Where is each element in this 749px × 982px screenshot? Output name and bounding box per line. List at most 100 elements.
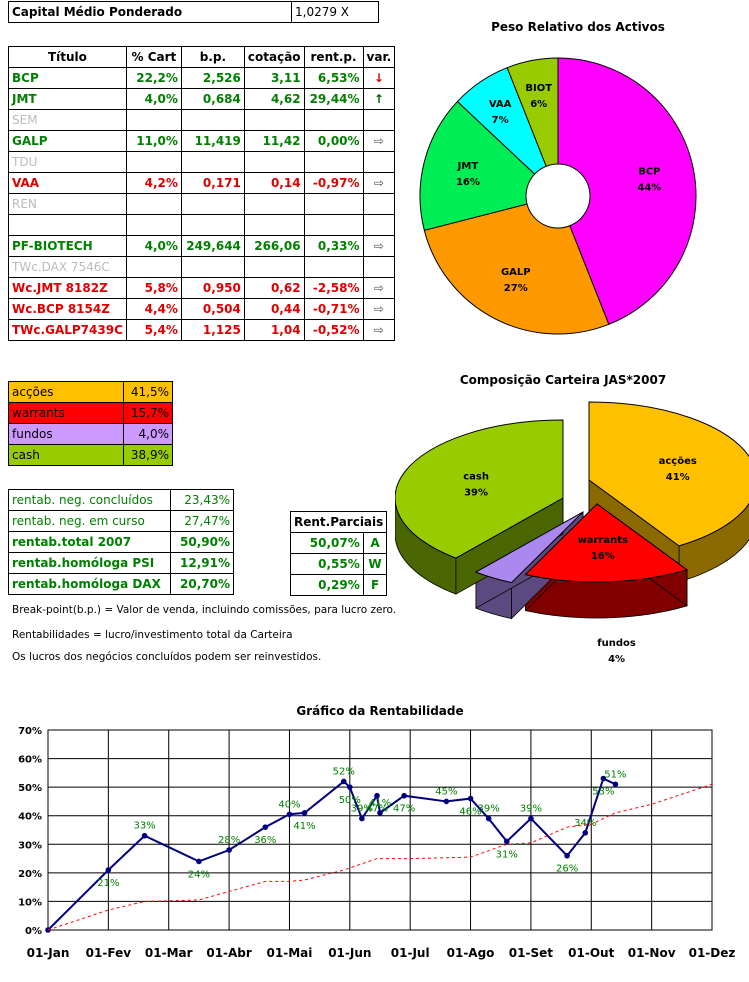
data-label: 53% xyxy=(592,787,614,798)
holdings-row: PF-BIOTECH 4,0% 249,644 266,06 0,33% ⇨ xyxy=(8,235,396,257)
data-label: 41% xyxy=(293,821,315,832)
x-tick-label: 01-Abr xyxy=(206,946,252,960)
holdings-header-cell: b.p. xyxy=(180,46,245,68)
donut-slice xyxy=(506,57,559,167)
holding-title: JMT xyxy=(8,88,127,110)
note-lucros: Os lucros dos negócios concluídos podem … xyxy=(12,651,322,663)
holdings-row: SEM xyxy=(8,109,396,131)
data-point xyxy=(262,824,269,830)
holding-cart xyxy=(125,151,182,173)
data-label: 26% xyxy=(556,864,578,875)
parciais-value: 0,55% xyxy=(290,553,364,575)
holding-cot xyxy=(243,109,305,131)
donut-slice xyxy=(557,57,697,325)
data-point xyxy=(485,815,492,822)
data-label: 39% xyxy=(520,804,542,815)
pie3d-slice xyxy=(395,419,564,559)
composition-table: acções 41,5% warrants 15,7% fundos 4,0% cash 38… xyxy=(8,381,173,466)
holding-cart xyxy=(125,193,182,215)
arrow-right-icon: ⇨ xyxy=(362,319,396,341)
holding-title: Wc.BCP 8154Z xyxy=(8,298,127,320)
holding-rent xyxy=(303,151,364,173)
holdings-header-cell: % Cart xyxy=(125,46,182,68)
composition-row: cash 38,9% xyxy=(8,444,173,466)
parciais-row: 0,29% F xyxy=(290,574,388,596)
holding-cot xyxy=(243,214,305,236)
rentab-label: rentab.homóloga PSI xyxy=(8,552,171,574)
holding-var-icon xyxy=(362,214,396,236)
holding-title: BCP xyxy=(8,67,127,89)
rentab-value: 50,90% xyxy=(170,531,234,553)
holding-cot: 0,62 xyxy=(243,277,305,299)
x-tick-label: 01-Mai xyxy=(267,946,313,960)
rentab-label: rentab.homóloga DAX xyxy=(8,573,171,595)
rentab-label: rentab.total 2007 xyxy=(8,531,171,553)
data-point xyxy=(582,830,589,836)
holding-bp: 11,419 xyxy=(180,130,245,152)
y-tick-label: 30% xyxy=(18,840,42,851)
pie3d-value-label: 16% xyxy=(591,551,615,562)
holdings-row: GALP 11,0% 11,419 11,42 0,00% ⇨ xyxy=(8,130,396,152)
data-point xyxy=(141,832,148,839)
holding-cot: 0,44 xyxy=(243,298,305,320)
holding-bp: 0,684 xyxy=(180,88,245,110)
parciais-tag: A xyxy=(362,532,388,554)
holding-rent: 29,44% xyxy=(303,88,364,110)
composition-label: warrants xyxy=(8,402,124,424)
chart-title: Gráfico da Rentabilidade xyxy=(296,704,463,718)
holding-cart: 4,0% xyxy=(125,235,182,257)
data-point xyxy=(503,838,510,845)
holdings-header-cell: rent.p. xyxy=(303,46,364,68)
x-tick-label: 01-Mar xyxy=(145,946,193,960)
holding-var-icon xyxy=(362,256,396,278)
composition-value: 15,7% xyxy=(123,402,173,424)
donut-value-label: 16% xyxy=(456,177,480,188)
pie3d-value-label: 4% xyxy=(608,654,625,665)
pie3d-label: cash xyxy=(463,471,489,482)
x-tick-label: 01-Jan xyxy=(27,946,70,960)
composition-label: acções xyxy=(8,381,124,403)
donut-slice xyxy=(423,203,610,335)
holding-rent: -0,71% xyxy=(303,298,364,320)
holding-cot: 4,62 xyxy=(243,88,305,110)
x-tick-label: 01-Set xyxy=(509,946,553,960)
holding-cart xyxy=(125,214,182,236)
holding-title: TWc.DAX 7546C xyxy=(8,256,127,278)
note-rentabilidades: Rentabilidades = lucro/investimento tota… xyxy=(12,629,293,641)
holdings-row: JMT 4,0% 0,684 4,62 29,44% ↑ xyxy=(8,88,396,110)
holdings-table: Título% Cart b.p. cotação rent.p. var. BCP 22… xyxy=(8,46,396,341)
holding-title: GALP xyxy=(8,130,127,152)
donut-label: BCP xyxy=(638,167,660,178)
arrow-right-icon: ⇨ xyxy=(362,277,396,299)
holding-cot xyxy=(243,256,305,278)
composicao-carteira-chart: Composição Carteira JAS*2007 acções 41% war… xyxy=(395,373,749,665)
holding-title xyxy=(8,214,127,236)
parciais-header-row: Rent.Parciais xyxy=(289,511,388,533)
data-point xyxy=(340,778,347,785)
x-tick-label: 01-Jun xyxy=(328,946,371,960)
data-label: 45% xyxy=(435,786,457,797)
holding-var-icon xyxy=(362,193,396,215)
data-label: 34% xyxy=(574,818,596,829)
x-tick-label: 01-Dez xyxy=(689,946,736,960)
rentab-row: rentab.homóloga PSI 12,91% xyxy=(8,552,234,574)
holding-cart: 4,4% xyxy=(125,298,182,320)
data-label: 47% xyxy=(366,804,388,815)
data-label: 40% xyxy=(278,799,300,810)
rentab-label: rentab. neg. em curso xyxy=(8,510,171,532)
holding-bp: 2,526 xyxy=(180,67,245,89)
parciais-header: Rent.Parciais xyxy=(289,511,388,533)
data-point xyxy=(374,792,380,799)
composition-label: cash xyxy=(8,444,124,466)
holdings-row xyxy=(8,214,396,236)
data-label: 31% xyxy=(496,849,518,860)
holdings-row: Wc.JMT 8182Z 5,8% 0,950 0,62 -2,58% ⇨ xyxy=(8,277,396,299)
composition-label: fundos xyxy=(8,423,124,445)
holding-title: SEM xyxy=(8,109,127,131)
holdings-header-cell: Título xyxy=(8,46,127,68)
data-point xyxy=(600,775,607,782)
holding-title: PF-BIOTECH xyxy=(8,235,127,257)
data-point xyxy=(105,867,112,873)
y-tick-label: 50% xyxy=(18,783,42,794)
holding-rent: -0,97% xyxy=(303,172,364,194)
